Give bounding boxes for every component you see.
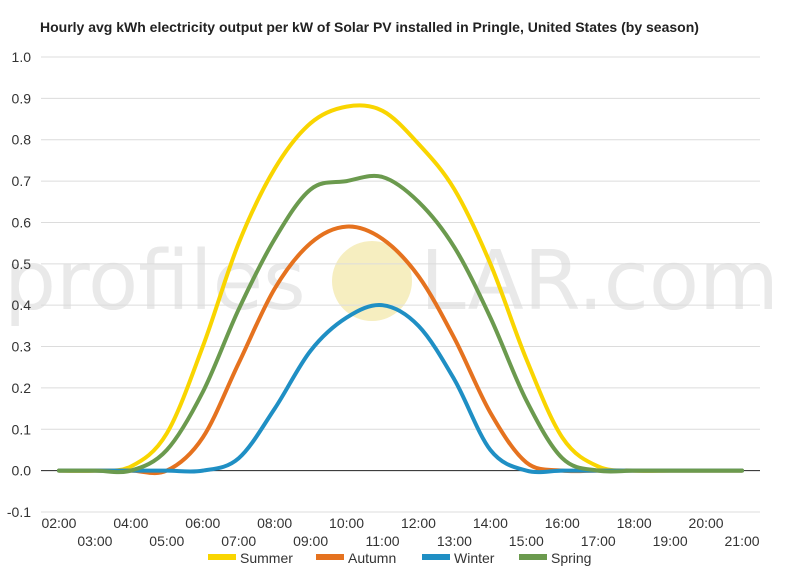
legend: Summer Autumn Winter Spring: [208, 550, 591, 566]
legend-swatch-autumn: [316, 554, 344, 560]
x-tick-label: 02:00: [41, 515, 76, 531]
y-tick-label: 0.9: [12, 90, 32, 106]
x-tick-label: 09:00: [293, 533, 328, 549]
y-tick-label: -0.1: [7, 504, 31, 520]
x-tick-label: 20:00: [689, 515, 724, 531]
x-tick-label: 07:00: [221, 533, 256, 549]
watermark-text-left: profiles: [4, 234, 306, 329]
x-tick-label: 08:00: [257, 515, 292, 531]
x-tick-label: 21:00: [725, 533, 760, 549]
y-tick-label: 0.7: [12, 173, 32, 189]
y-tick-label: 0.3: [12, 339, 32, 355]
x-tick-label: 14:00: [473, 515, 508, 531]
x-axis-ticks: 02:00 04:00 06:00 08:00 10:00 12:00 14:00 16:00…: [41, 515, 759, 549]
grid-lines: [41, 56, 760, 513]
y-tick-label: 0.8: [12, 132, 32, 148]
y-axis-ticks: 1.0 0.9 0.8 0.7 0.6 0.5 0.4 0.3 0.2 0.1 0.0 -0.1: [7, 49, 31, 520]
legend-swatch-summer: [208, 554, 236, 560]
legend-swatch-winter: [422, 554, 450, 560]
y-tick-label: 0.2: [12, 380, 32, 396]
x-tick-label: 05:00: [149, 533, 184, 549]
legend-label-spring: Spring: [551, 550, 591, 566]
y-tick-label: 0.6: [12, 214, 32, 230]
watermark-sun-icon: [332, 241, 412, 321]
x-tick-label: 04:00: [113, 515, 148, 531]
x-tick-label: 16:00: [545, 515, 580, 531]
watermark: profiles LAR.com: [4, 234, 779, 329]
legend-label-winter: Winter: [454, 550, 495, 566]
chart-title: Hourly avg kWh electricity output per kW…: [40, 19, 699, 35]
x-tick-label: 03:00: [77, 533, 112, 549]
y-tick-label: 1.0: [12, 49, 32, 65]
x-tick-label: 12:00: [401, 515, 436, 531]
x-tick-label: 10:00: [329, 515, 364, 531]
x-tick-label: 15:00: [509, 533, 544, 549]
watermark-text-right: LAR.com: [420, 234, 779, 329]
series-line-spring: [57, 173, 744, 475]
x-tick-label: 13:00: [437, 533, 472, 549]
y-tick-label: 0.5: [12, 256, 32, 272]
y-tick-label: 0.1: [12, 421, 32, 437]
legend-swatch-spring: [519, 554, 547, 560]
legend-label-summer: Summer: [240, 550, 293, 566]
series-lines: [57, 103, 744, 476]
x-tick-label: 11:00: [366, 533, 400, 549]
legend-label-autumn: Autumn: [348, 550, 396, 566]
x-tick-label: 06:00: [185, 515, 220, 531]
x-tick-label: 17:00: [581, 533, 616, 549]
series-line-winter: [57, 303, 744, 475]
y-tick-label: 0.4: [12, 297, 32, 313]
x-tick-label: 18:00: [617, 515, 652, 531]
y-tick-label: 0.0: [12, 463, 32, 479]
x-tick-label: 19:00: [653, 533, 688, 549]
